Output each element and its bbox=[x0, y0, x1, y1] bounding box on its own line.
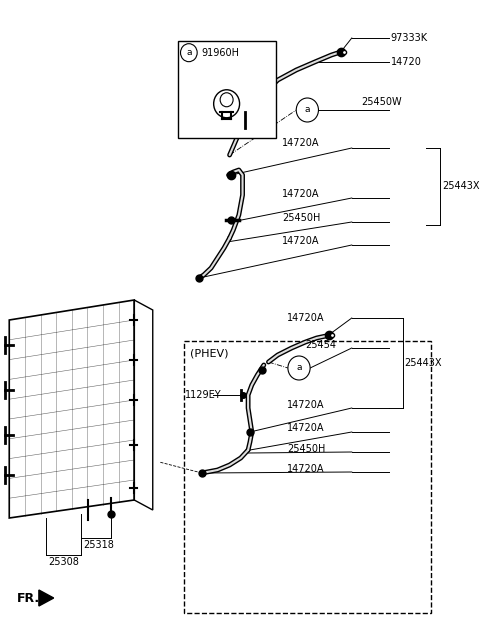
Text: 14720A: 14720A bbox=[287, 464, 324, 474]
Text: 25318: 25318 bbox=[84, 540, 114, 550]
Text: FR.: FR. bbox=[17, 592, 40, 605]
Text: a: a bbox=[296, 364, 302, 372]
Text: 1129EY: 1129EY bbox=[185, 390, 222, 400]
Text: (PHEV): (PHEV) bbox=[190, 348, 228, 358]
Text: 25443X: 25443X bbox=[442, 181, 480, 191]
Circle shape bbox=[288, 356, 310, 380]
Circle shape bbox=[180, 44, 197, 62]
Text: 25450W: 25450W bbox=[361, 97, 402, 107]
Circle shape bbox=[296, 98, 318, 122]
Text: a: a bbox=[305, 106, 310, 115]
Text: 25454: 25454 bbox=[305, 340, 336, 350]
Text: 25450H: 25450H bbox=[287, 444, 325, 454]
Text: 14720A: 14720A bbox=[287, 313, 324, 323]
Text: 14720A: 14720A bbox=[282, 236, 320, 246]
Text: 25443X: 25443X bbox=[405, 358, 442, 368]
Text: 25450H: 25450H bbox=[282, 213, 321, 223]
Bar bbox=[184, 341, 431, 613]
Text: 91960H: 91960H bbox=[202, 48, 240, 58]
Text: 14720A: 14720A bbox=[282, 138, 320, 148]
Text: 14720A: 14720A bbox=[287, 400, 324, 410]
Text: 14720A: 14720A bbox=[287, 423, 324, 433]
Polygon shape bbox=[39, 590, 54, 606]
Text: 14720: 14720 bbox=[391, 57, 421, 67]
Text: a: a bbox=[186, 48, 192, 57]
Text: 97333K: 97333K bbox=[391, 33, 428, 43]
Bar bbox=[178, 41, 276, 138]
Text: 14720A: 14720A bbox=[282, 189, 320, 199]
Text: 25308: 25308 bbox=[48, 557, 79, 567]
